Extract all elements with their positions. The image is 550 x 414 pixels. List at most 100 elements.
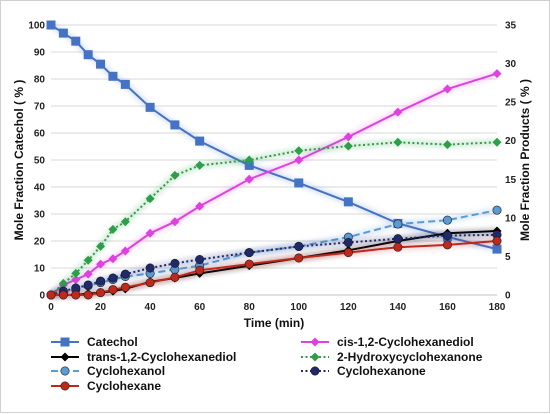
- data-point-cyclohexanone: [145, 263, 155, 273]
- y-right-tick-label: 5: [505, 252, 511, 263]
- y-right-tick-label: 25: [505, 98, 517, 109]
- data-point-cis-1-2-cyclohexanediol: [83, 269, 93, 279]
- data-point-catechol: [244, 160, 254, 170]
- legend-label: trans-1,2-Cyclohexanediol: [87, 350, 236, 364]
- data-point-cyclohexane: [120, 282, 130, 292]
- data-point-cyclohexane: [71, 290, 81, 300]
- data-point-cyclohexane: [442, 240, 452, 250]
- y-left-tick-label: 40: [34, 183, 46, 194]
- data-point-cyclohexanone: [108, 273, 118, 283]
- y-left-tick-label: 30: [34, 210, 46, 221]
- legend-label: Cyclohexane: [87, 379, 161, 393]
- data-point-cyclohexane: [58, 290, 68, 300]
- data-point-cyclohexanone: [195, 255, 205, 265]
- x-tick-label: 20: [95, 302, 107, 313]
- legend-label: Cyclohexanone: [337, 364, 426, 378]
- data-point-2-hydroxycyclohexanone: [170, 170, 180, 180]
- series-layer: [46, 20, 502, 300]
- y-left-tick-label: 50: [34, 156, 46, 167]
- x-tick-label: 120: [340, 302, 357, 313]
- legend-item-cyclohexanol: Cyclohexanol: [51, 364, 165, 378]
- data-point-2-hydroxycyclohexanone: [83, 255, 93, 265]
- data-point-cis-1-2-cyclohexanediol: [108, 254, 118, 264]
- data-point-cis-1-2-cyclohexanediol: [145, 228, 155, 238]
- data-point-cyclohexanone: [120, 269, 130, 279]
- data-point-catechol: [83, 50, 93, 60]
- y-right-tick-label: 30: [505, 59, 517, 70]
- data-point-2-hydroxycyclohexanone: [442, 140, 452, 150]
- data-point-cyclohexane: [343, 248, 353, 258]
- series-line-2-hydroxycyclohexanone: [50, 141, 498, 296]
- series-cyclohexane: [46, 236, 502, 300]
- x-tick-label: 0: [48, 302, 54, 313]
- data-point-cyclohexanone: [96, 276, 106, 286]
- y-left-tick-label: 70: [34, 102, 46, 113]
- data-point-2-hydroxycyclohexanone: [120, 217, 130, 227]
- data-point-cis-1-2-cyclohexanediol: [120, 246, 130, 256]
- legend-marker: [60, 366, 70, 376]
- legend-item-trans-1-2-cyclohexanediol: trans-1,2-Cyclohexanediol: [51, 350, 236, 364]
- data-point-cis-1-2-cyclohexanediol: [244, 174, 254, 184]
- x-tick-label: 80: [244, 302, 256, 313]
- y-right-tick-label: 20: [505, 136, 517, 147]
- legend-label: Catechol: [87, 335, 138, 349]
- data-point-cyclohexane: [108, 285, 118, 295]
- legend-item-cyclohexanone: Cyclohexanone: [301, 364, 426, 378]
- data-point-cyclohexanone: [442, 231, 452, 241]
- data-point-cyclohexanone: [170, 258, 180, 268]
- data-point-cis-1-2-cyclohexanediol: [294, 155, 304, 165]
- legend-item-cis-1-2-cyclohexanediol: cis-1,2-Cyclohexanediol: [301, 335, 474, 349]
- data-point-catechol: [492, 244, 502, 254]
- series-line-cyclohexane: [51, 240, 498, 296]
- x-tick-label: 60: [194, 302, 206, 313]
- y-left-tick-label: 20: [34, 237, 46, 248]
- data-point-cyclohexane: [96, 288, 106, 298]
- data-point-2-hydroxycyclohexanone: [96, 241, 106, 251]
- y-right-tick-label: 15: [505, 175, 517, 186]
- y-left-tick-label: 80: [34, 75, 46, 86]
- legend-marker: [310, 337, 320, 347]
- data-point-cyclohexanone: [83, 280, 93, 290]
- data-point-catechol: [58, 28, 68, 38]
- data-point-2-hydroxycyclohexanone: [108, 224, 118, 234]
- legend-label: cis-1,2-Cyclohexanediol: [337, 335, 474, 349]
- series-line-catechol: [50, 24, 498, 251]
- data-point-cyclohexane: [294, 253, 304, 263]
- legend: Catechol cis-1,2-Cyclohexanediol trans-1,2…: [51, 335, 483, 393]
- data-point-catechol: [71, 36, 81, 46]
- data-point-cis-1-2-cyclohexanediol: [170, 217, 180, 227]
- data-point-cis-1-2-cyclohexanediol: [96, 259, 106, 269]
- data-point-cyclohexanol: [393, 219, 403, 229]
- x-tick-label: 40: [145, 302, 157, 313]
- series-line-cyclohexanol: [50, 209, 498, 296]
- data-point-catechol: [46, 20, 56, 30]
- data-point-cis-1-2-cyclohexanediol: [492, 69, 502, 79]
- data-point-catechol: [145, 102, 155, 112]
- legend-label: Cyclohexanol: [87, 364, 165, 378]
- gridlines: [51, 24, 497, 269]
- legend-marker: [60, 381, 70, 391]
- y-right-tick-label: 10: [505, 213, 517, 224]
- data-point-cis-1-2-cyclohexanediol: [442, 84, 452, 94]
- legend-item-2-hydroxycyclohexanone: 2-Hydroxycyclohexanone: [301, 350, 483, 364]
- data-point-cyclohexane: [46, 290, 56, 300]
- data-point-cyclohexane: [393, 242, 403, 252]
- data-point-2-hydroxycyclohexanone: [145, 194, 155, 204]
- data-point-2-hydroxycyclohexanone: [294, 146, 304, 156]
- data-point-cyclohexane: [145, 278, 155, 288]
- series-line-cyclohexanone: [50, 233, 498, 296]
- data-point-2-hydroxycyclohexanone: [71, 268, 81, 278]
- data-point-2-hydroxycyclohexanone: [195, 160, 205, 170]
- x-axis-title: Time (min): [244, 316, 304, 330]
- data-point-catechol: [195, 136, 205, 146]
- data-point-cyclohexane: [83, 290, 93, 300]
- data-point-catechol: [294, 178, 304, 188]
- data-point-cyclohexanone: [343, 238, 353, 248]
- y-left-tick-label: 60: [34, 129, 46, 140]
- data-point-2-hydroxycyclohexanone: [343, 141, 353, 151]
- series-2-hydroxycyclohexanone: [46, 137, 502, 300]
- data-point-cis-1-2-cyclohexanediol: [195, 201, 205, 211]
- legend-item-cyclohexane: Cyclohexane: [51, 379, 161, 393]
